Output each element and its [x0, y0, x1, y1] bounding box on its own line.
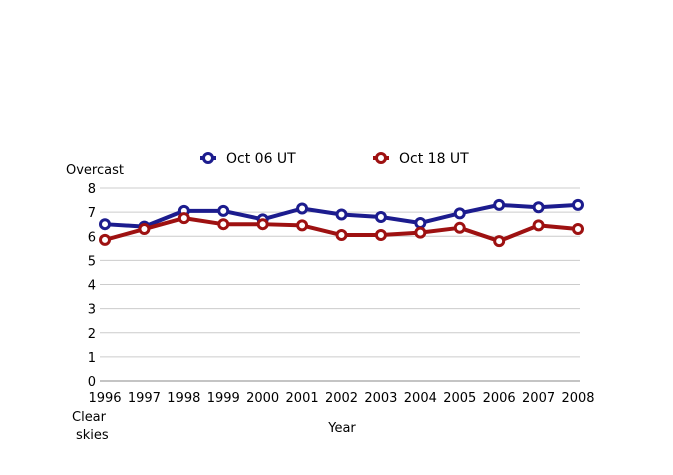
- data-point: [99, 218, 111, 231]
- data-point: [532, 201, 545, 214]
- data-point: [217, 218, 230, 231]
- data-point: [296, 219, 309, 232]
- x-tick-label: 2007: [522, 391, 555, 406]
- x-tick-label: 2003: [364, 391, 397, 406]
- data-point: [414, 226, 427, 239]
- data-point: [572, 198, 584, 211]
- x-tick-label: 2004: [404, 391, 437, 406]
- x-tick-label: 1997: [128, 391, 161, 406]
- data-point: [572, 223, 584, 236]
- data-point: [335, 229, 348, 242]
- y-axis-bottom-label-line2: skies: [76, 428, 109, 443]
- data-point: [256, 218, 269, 231]
- y-tick-label: 0: [88, 375, 96, 390]
- y-axis-label: Overcast: [66, 163, 124, 178]
- data-point: [453, 207, 466, 220]
- y-tick-label: 7: [88, 206, 96, 221]
- x-tick-label: 1998: [167, 391, 200, 406]
- legend-label: Oct 06 UT: [226, 151, 296, 167]
- y-tick-label: 6: [88, 230, 96, 245]
- x-tick-label: 2008: [561, 391, 594, 406]
- y-axis-bottom-label-line1: Clear: [72, 410, 107, 425]
- x-tick-label: 2006: [483, 391, 516, 406]
- x-tick-label: 2002: [325, 391, 358, 406]
- data-point: [414, 216, 427, 229]
- data-point: [374, 210, 387, 223]
- data-point: [177, 212, 190, 225]
- data-point: [493, 235, 506, 248]
- x-tick-label: 1996: [88, 391, 121, 406]
- legend-marker: [202, 152, 214, 164]
- legend-marker: [375, 152, 387, 164]
- x-tick-label: 2000: [246, 391, 279, 406]
- y-tick-label: 1: [88, 351, 96, 366]
- data-point: [493, 198, 506, 211]
- x-tick-label: 2001: [286, 391, 319, 406]
- y-tick-label: 2: [88, 327, 96, 342]
- legend-label: Oct 18 UT: [399, 151, 469, 167]
- data-point: [138, 223, 151, 236]
- data-point: [296, 202, 309, 215]
- y-tick-label: 8: [88, 182, 96, 197]
- x-axis-label: Year: [327, 421, 356, 436]
- x-tick-label: 2005: [443, 391, 476, 406]
- y-tick-label: 4: [88, 279, 96, 294]
- x-tick-label: 1999: [207, 391, 240, 406]
- data-point: [532, 219, 545, 232]
- y-tick-label: 3: [88, 303, 96, 318]
- data-point: [453, 221, 466, 234]
- data-point: [374, 229, 387, 242]
- data-point: [217, 204, 230, 217]
- data-point: [335, 208, 348, 221]
- y-tick-label: 5: [88, 254, 96, 269]
- data-point: [99, 233, 111, 246]
